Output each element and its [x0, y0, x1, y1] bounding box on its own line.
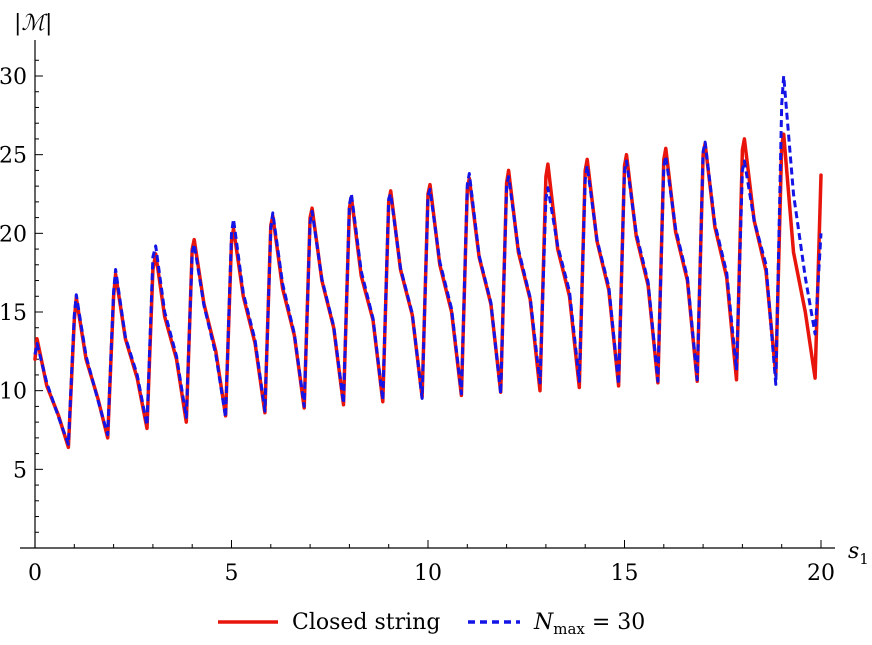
y-tick-label: 5 [13, 458, 27, 483]
y-tick-label: 30 [0, 65, 27, 90]
ticks-group [34, 59, 822, 548]
x-axis-label-sub: 1 [859, 550, 869, 568]
tick-labels-group: 0 5 10 15 20 5 10 15 20 25 30 [0, 65, 835, 586]
axes-group [20, 40, 835, 549]
x-tick-label: 20 [807, 561, 835, 586]
x-axis-label-main: s [848, 539, 859, 564]
legend-label-nmax-main: N [533, 610, 554, 635]
legend-label-nmax-rest: = 30 [585, 610, 645, 635]
y-tick-label: 20 [0, 222, 27, 247]
x-tick-label: 0 [28, 561, 42, 586]
series-group [33, 74, 823, 450]
legend: Closed string Nmax = 30 [218, 610, 645, 638]
legend-label-closed-string: Closed string [292, 610, 440, 635]
legend-label-nmax: Nmax = 30 [533, 610, 645, 638]
series-line-nmax [33, 74, 823, 446]
x-tick-label: 10 [414, 561, 442, 586]
x-tick-label: 5 [225, 561, 239, 586]
y-tick-label: 15 [0, 301, 27, 326]
x-axis-label: s1 [848, 539, 869, 568]
legend-label-nmax-sub: max [553, 620, 585, 638]
y-axis-label: |ℳ| [14, 11, 52, 36]
y-tick-label: 25 [0, 144, 27, 169]
x-tick-label: 15 [611, 561, 639, 586]
y-tick-label: 10 [0, 380, 27, 405]
